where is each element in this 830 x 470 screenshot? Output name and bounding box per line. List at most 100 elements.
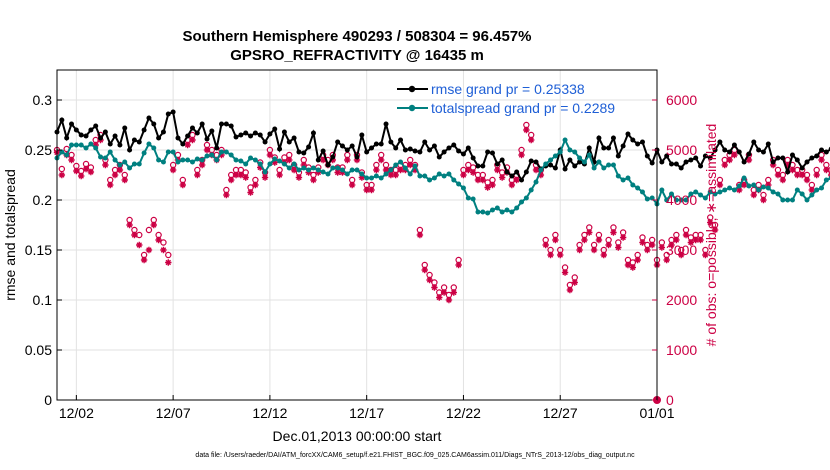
series-point-1 (127, 165, 133, 171)
y-tick-label-left: 0.25 (25, 142, 52, 158)
series-point-1 (306, 167, 312, 173)
series-point-1 (238, 158, 244, 164)
series-point-0 (122, 125, 128, 131)
series-point-0 (117, 142, 123, 148)
series-point-0 (751, 139, 757, 145)
series-point-0 (233, 134, 239, 140)
series-point-1 (751, 182, 757, 188)
obs-assimilated-point (126, 221, 133, 229)
series-point-0 (291, 135, 297, 141)
obs-assimilated-point (484, 184, 491, 191)
series-point-0 (523, 169, 529, 175)
series-point-1 (441, 173, 447, 179)
series-point-0 (320, 148, 326, 154)
series-point-0 (393, 145, 399, 151)
series-point-1 (809, 192, 815, 198)
series-point-1 (373, 173, 379, 179)
series-point-0 (819, 147, 825, 153)
obs-assimilated-point (527, 136, 535, 144)
obs-assimilated-point (600, 251, 607, 259)
obs-assimilated-point (474, 176, 482, 184)
obs-assimilated-point (716, 181, 724, 189)
series-point-0 (596, 135, 602, 141)
obs-assimilated-point (92, 141, 99, 149)
series-point-0 (131, 137, 137, 143)
series-point-0 (301, 150, 307, 156)
series-point-1 (436, 171, 442, 177)
obs-assimilated-point (571, 279, 578, 286)
data-file-footer: data file: /Users/raeder/DAI/ATM_forcXX/… (195, 452, 635, 459)
y-tick-label-right: 1000 (666, 342, 697, 358)
obs-assimilated-point (460, 171, 467, 179)
series-point-1 (625, 175, 631, 181)
series-point-1 (359, 171, 365, 177)
series-point-1 (596, 159, 602, 165)
series-point-0 (702, 153, 708, 159)
series-point-0 (248, 133, 254, 139)
series-point-0 (552, 165, 558, 171)
obs-assimilated-point (532, 166, 540, 174)
obs-assimilated-point (707, 219, 714, 226)
obs-assimilated-point (329, 156, 337, 164)
obs-assimilated-point (798, 171, 806, 179)
obs-assimilated-point (581, 236, 588, 244)
series-point-1 (538, 167, 544, 173)
obs-assimilated-point (348, 181, 356, 189)
obs-assimilated-point (189, 136, 196, 144)
series-point-0 (93, 123, 99, 129)
obs-assimilated-point (392, 171, 399, 179)
series-point-1 (465, 195, 471, 201)
series-point-0 (504, 169, 510, 175)
series-point-0 (519, 177, 525, 183)
series-point-0 (388, 139, 394, 145)
series-point-1 (814, 187, 820, 193)
series-point-1 (794, 187, 800, 193)
series-point-0 (451, 142, 457, 148)
series-point-1 (823, 177, 829, 183)
x-tick-label: 12/22 (446, 405, 481, 421)
obs-assimilated-point (469, 169, 477, 176)
series-point-0 (267, 131, 273, 137)
series-point-1 (69, 142, 75, 148)
series-point-1 (388, 167, 394, 173)
series-point-0 (765, 141, 771, 147)
series-point-0 (669, 161, 675, 167)
series-point-0 (785, 169, 791, 175)
series-point-0 (156, 135, 162, 141)
series-point-1 (707, 189, 713, 195)
obs-assimilated-point (673, 236, 680, 244)
series-point-1 (572, 149, 578, 155)
series-point-0 (335, 139, 341, 145)
series-point-0 (59, 117, 65, 123)
series-point-1 (330, 165, 336, 171)
series-point-1 (494, 205, 500, 211)
series-point-0 (369, 145, 375, 151)
obs-assimilated-point (373, 166, 380, 174)
series-point-1 (223, 149, 229, 155)
series-point-0 (727, 149, 733, 155)
obs-assimilated-point (397, 166, 404, 174)
series-point-1 (489, 207, 495, 213)
legend: rmse grand pr = 0.25338 totalspread grand… (397, 81, 615, 116)
obs-assimilated-point (184, 141, 191, 149)
series-point-0 (69, 121, 75, 127)
series-point-0 (731, 142, 737, 148)
series-point-0 (228, 123, 234, 129)
series-point-1 (736, 183, 742, 189)
series-point-1 (296, 167, 302, 173)
series-point-1 (804, 197, 810, 203)
series-point-0 (146, 115, 152, 121)
obs-assimilated-point (648, 241, 656, 249)
series-point-1 (562, 137, 568, 143)
series-point-0 (722, 147, 728, 153)
obs-assimilated-point (218, 151, 225, 159)
series-point-1 (281, 161, 287, 167)
obs-assimilated-point (82, 165, 90, 173)
series-point-0 (412, 148, 418, 154)
obs-assimilated-point (702, 251, 709, 259)
series-point-1 (756, 187, 762, 193)
series-point-1 (262, 169, 268, 175)
obs-assimilated-point (150, 221, 157, 229)
series-point-1 (819, 185, 825, 191)
series-point-0 (364, 149, 370, 155)
